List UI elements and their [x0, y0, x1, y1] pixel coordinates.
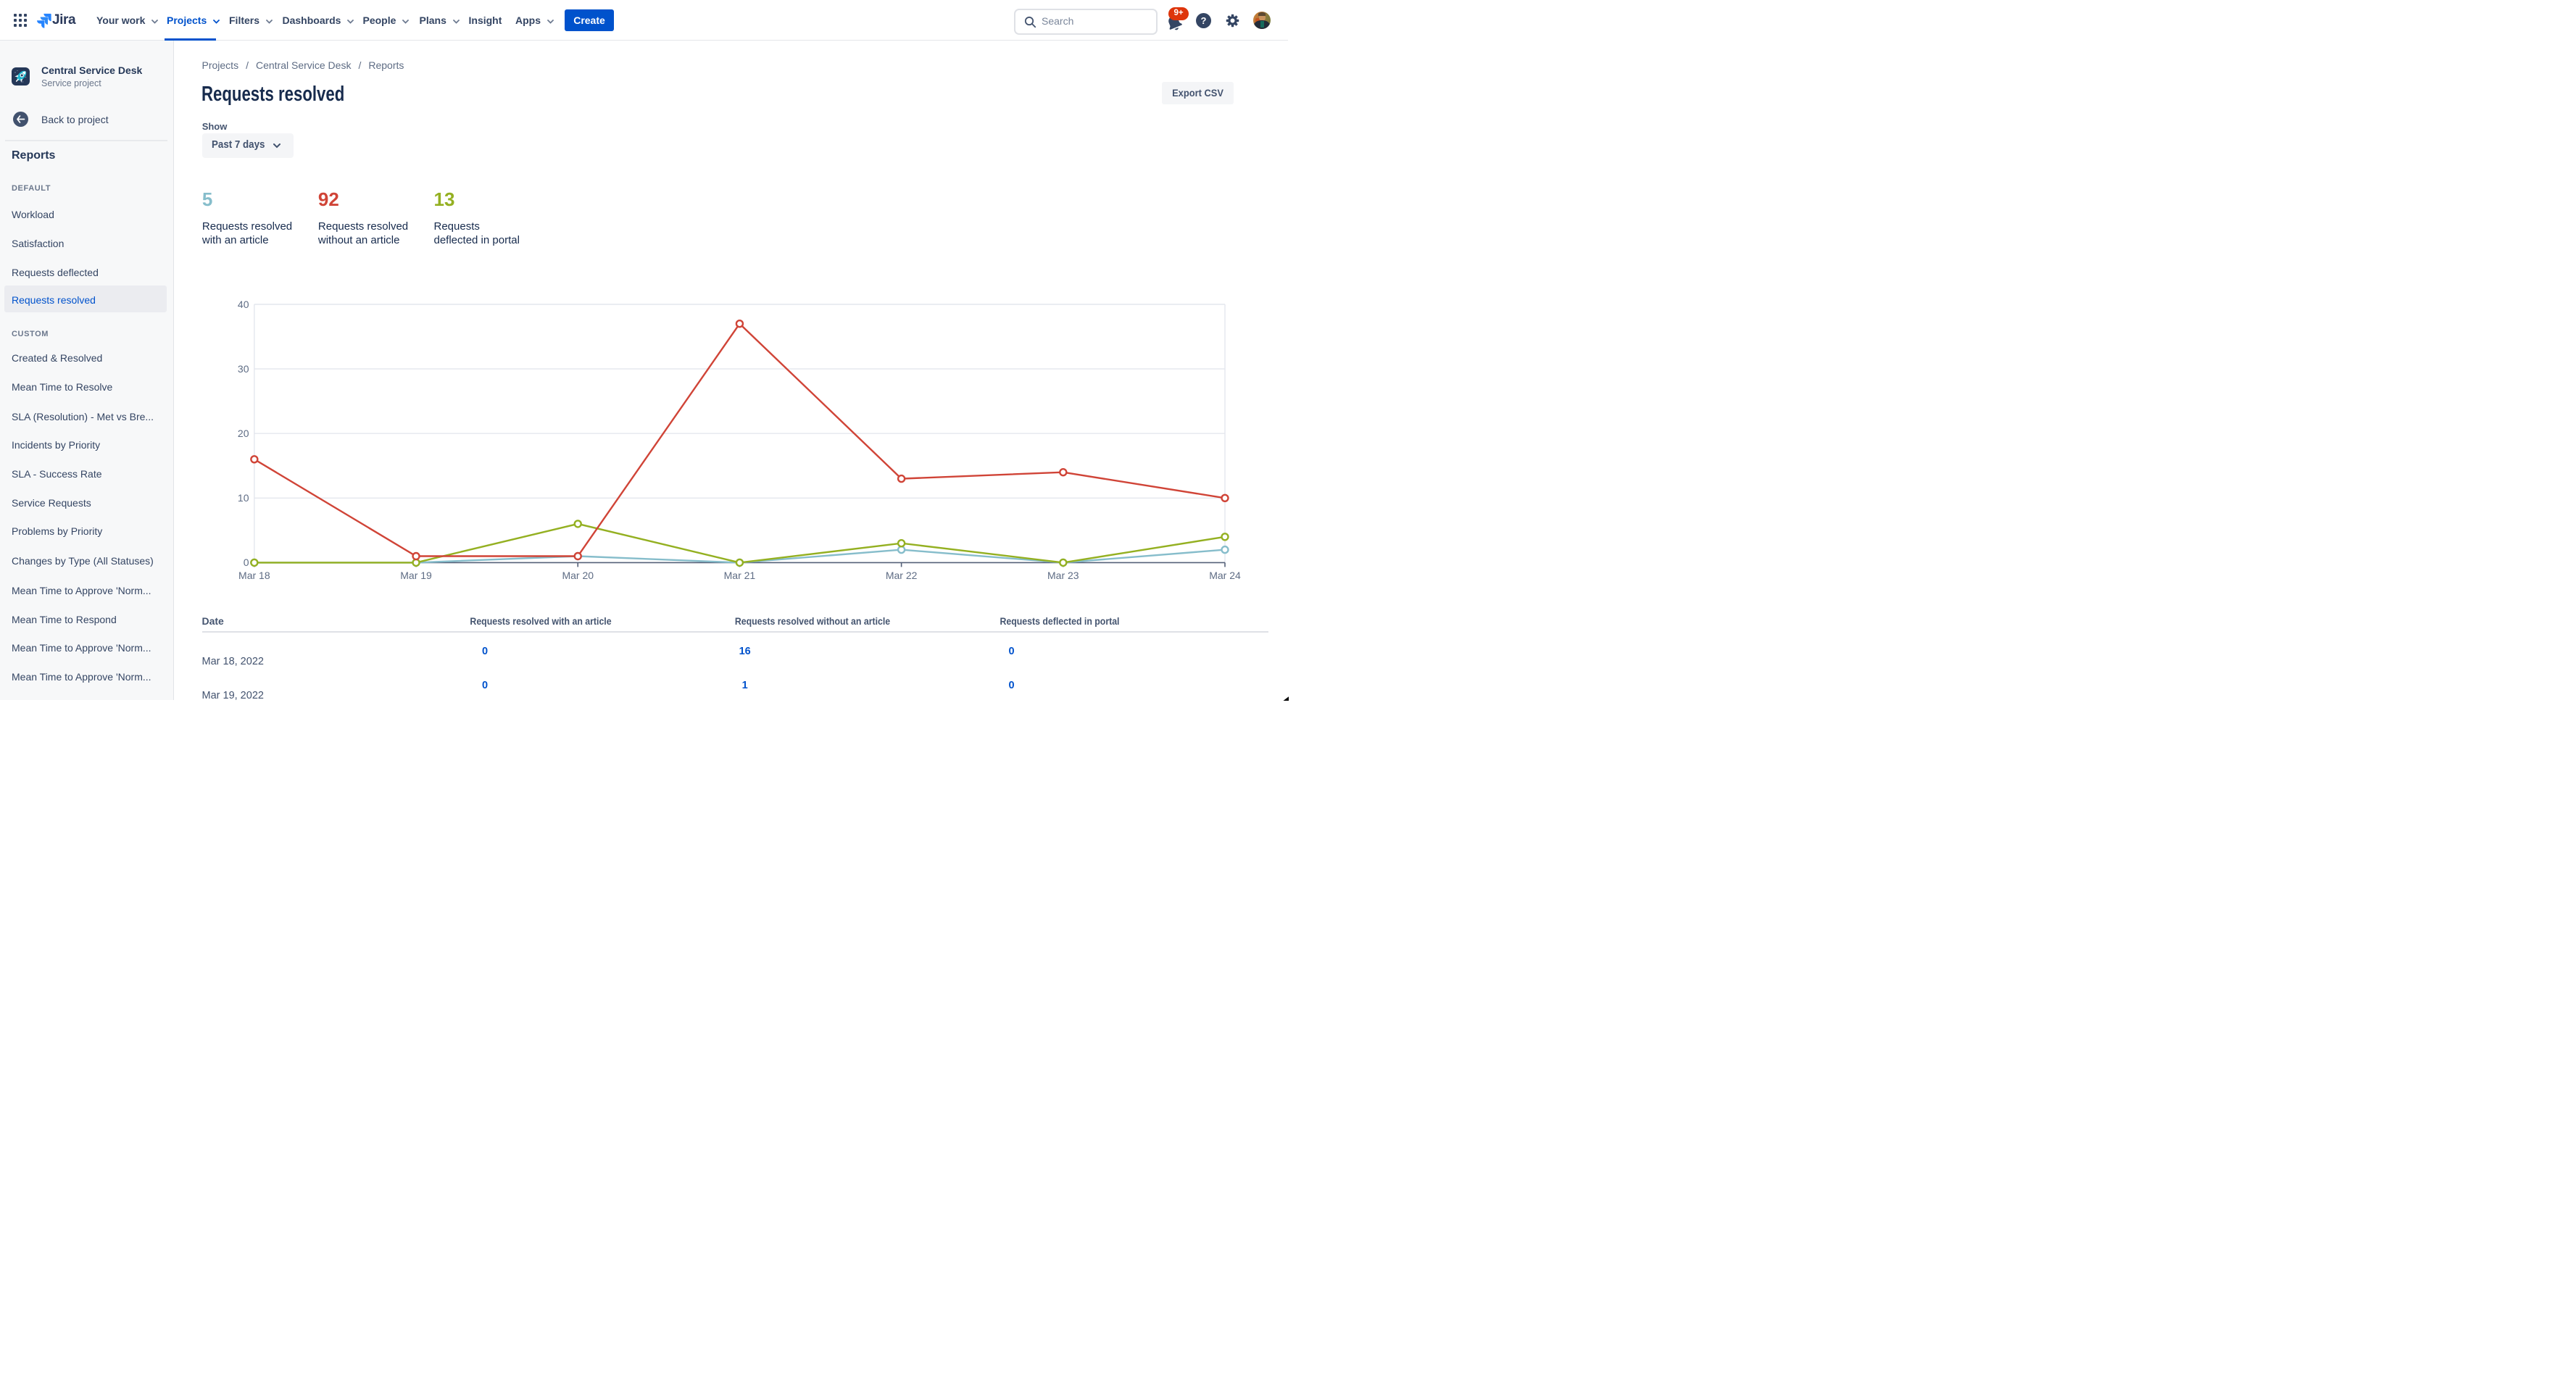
svg-text:Mar 23: Mar 23 — [1047, 570, 1079, 581]
svg-text:40: 40 — [238, 299, 249, 310]
svg-text:Mar 18: Mar 18 — [238, 570, 270, 581]
svg-text:Mar 21: Mar 21 — [724, 570, 756, 581]
svg-text:Mar 20: Mar 20 — [562, 570, 594, 581]
svg-text:Mar 19: Mar 19 — [400, 570, 432, 581]
svg-text:10: 10 — [238, 492, 249, 504]
svg-text:Mar 24: Mar 24 — [1209, 570, 1241, 581]
svg-text:0: 0 — [244, 557, 249, 568]
svg-text:Mar 22: Mar 22 — [886, 570, 918, 581]
svg-text:20: 20 — [238, 428, 249, 439]
svg-text:30: 30 — [238, 363, 249, 375]
